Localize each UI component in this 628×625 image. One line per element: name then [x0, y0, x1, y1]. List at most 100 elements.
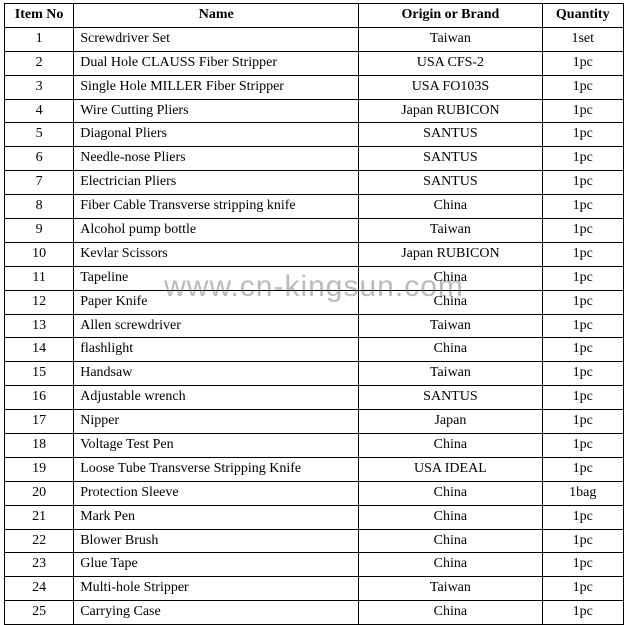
table-cell: Needle-nose Pliers	[74, 147, 359, 171]
table-cell: 1pc	[542, 505, 623, 529]
table-cell: Glue Tape	[74, 553, 359, 577]
table-cell: 1pc	[542, 171, 623, 195]
table-cell: Blower Brush	[74, 529, 359, 553]
table-cell: 15	[5, 362, 74, 386]
table-row: 17NipperJapan1pc	[5, 410, 624, 434]
table-row: 10Kevlar ScissorsJapan RUBICON1pc	[5, 242, 624, 266]
table-cell: Tapeline	[74, 266, 359, 290]
table-cell: Voltage Test Pen	[74, 434, 359, 458]
table-cell: 9	[5, 219, 74, 243]
table-cell: Paper Knife	[74, 290, 359, 314]
table-cell: 12	[5, 290, 74, 314]
table-cell: 23	[5, 553, 74, 577]
table-row: 5Diagonal PliersSANTUS1pc	[5, 123, 624, 147]
table-cell: China	[359, 601, 542, 625]
table-cell: Alcohol pump bottle	[74, 219, 359, 243]
table-cell: 1pc	[542, 434, 623, 458]
table-cell: Japan RUBICON	[359, 99, 542, 123]
col-header-itemno: Item No	[5, 4, 74, 28]
table-cell: Taiwan	[359, 219, 542, 243]
table-cell: 1pc	[542, 51, 623, 75]
table-cell: 14	[5, 338, 74, 362]
table-cell: 1pc	[542, 75, 623, 99]
table-cell: 20	[5, 481, 74, 505]
table-row: 18Voltage Test PenChina1pc	[5, 434, 624, 458]
table-row: 12Paper KnifeChina1pc	[5, 290, 624, 314]
table-cell: Taiwan	[359, 577, 542, 601]
table-row: 3Single Hole MILLER Fiber StripperUSA FO…	[5, 75, 624, 99]
table-cell: Multi-hole Stripper	[74, 577, 359, 601]
table-cell: 1pc	[542, 362, 623, 386]
table-cell: 1pc	[542, 314, 623, 338]
table-cell: 18	[5, 434, 74, 458]
table-cell: Taiwan	[359, 314, 542, 338]
table-cell: 1pc	[542, 529, 623, 553]
table-cell: 1pc	[542, 242, 623, 266]
table-cell: 1pc	[542, 266, 623, 290]
table-cell: Single Hole MILLER Fiber Stripper	[74, 75, 359, 99]
table-row: 13Allen screwdriverTaiwan1pc	[5, 314, 624, 338]
table-row: 25Carrying CaseChina1pc	[5, 601, 624, 625]
table-cell: Japan	[359, 410, 542, 434]
table-cell: 8	[5, 195, 74, 219]
col-header-qty: Quantity	[542, 4, 623, 28]
page-wrap: Item No Name Origin or Brand Quantity 1S…	[0, 0, 628, 556]
table-cell: 24	[5, 577, 74, 601]
table-row: 16Adjustable wrenchSANTUS1pc	[5, 386, 624, 410]
table-cell: 1pc	[542, 290, 623, 314]
table-header-row: Item No Name Origin or Brand Quantity	[5, 4, 624, 28]
table-cell: Mark Pen	[74, 505, 359, 529]
table-cell: Loose Tube Transverse Stripping Knife	[74, 457, 359, 481]
table-body: 1Screwdriver SetTaiwan1set2Dual Hole CLA…	[5, 27, 624, 624]
table-cell: Carrying Case	[74, 601, 359, 625]
table-cell: 5	[5, 123, 74, 147]
table-row: 21Mark PenChina1pc	[5, 505, 624, 529]
table-cell: 17	[5, 410, 74, 434]
table-cell: Handsaw	[74, 362, 359, 386]
table-row: 11TapelineChina1pc	[5, 266, 624, 290]
table-row: 22Blower BrushChina1pc	[5, 529, 624, 553]
table-cell: 21	[5, 505, 74, 529]
table-cell: Screwdriver Set	[74, 27, 359, 51]
table-row: 24Multi-hole StripperTaiwan1pc	[5, 577, 624, 601]
table-row: 8Fiber Cable Transverse stripping knifeC…	[5, 195, 624, 219]
table-row: 9Alcohol pump bottleTaiwan1pc	[5, 219, 624, 243]
table-cell: Taiwan	[359, 27, 542, 51]
table-cell: 1set	[542, 27, 623, 51]
table-row: 15HandsawTaiwan1pc	[5, 362, 624, 386]
table-cell: Dual Hole CLAUSS Fiber Stripper	[74, 51, 359, 75]
table-cell: Japan RUBICON	[359, 242, 542, 266]
table-cell: 1pc	[542, 386, 623, 410]
table-head: Item No Name Origin or Brand Quantity	[5, 4, 624, 28]
table-cell: 1pc	[542, 410, 623, 434]
col-header-name: Name	[74, 4, 359, 28]
table-cell: USA IDEAL	[359, 457, 542, 481]
table-row: 1Screwdriver SetTaiwan1set	[5, 27, 624, 51]
table-cell: 19	[5, 457, 74, 481]
product-table: Item No Name Origin or Brand Quantity 1S…	[4, 3, 624, 625]
table-cell: Electrician Pliers	[74, 171, 359, 195]
table-row: 23Glue TapeChina1pc	[5, 553, 624, 577]
table-cell: SANTUS	[359, 147, 542, 171]
table-cell: China	[359, 290, 542, 314]
table-cell: 1pc	[542, 577, 623, 601]
table-cell: China	[359, 505, 542, 529]
table-cell: China	[359, 529, 542, 553]
table-cell: Adjustable wrench	[74, 386, 359, 410]
table-cell: 1pc	[542, 219, 623, 243]
col-header-origin: Origin or Brand	[359, 4, 542, 28]
table-cell: 4	[5, 99, 74, 123]
table-row: 6Needle-nose PliersSANTUS1pc	[5, 147, 624, 171]
table-cell: Wire Cutting Pliers	[74, 99, 359, 123]
table-row: 2Dual Hole CLAUSS Fiber StripperUSA CFS-…	[5, 51, 624, 75]
table-cell: 3	[5, 75, 74, 99]
table-cell: 16	[5, 386, 74, 410]
table-row: 19Loose Tube Transverse Stripping KnifeU…	[5, 457, 624, 481]
table-cell: 1bag	[542, 481, 623, 505]
table-cell: Taiwan	[359, 362, 542, 386]
table-cell: China	[359, 481, 542, 505]
table-cell: Nipper	[74, 410, 359, 434]
table-cell: 10	[5, 242, 74, 266]
table-row: 4Wire Cutting PliersJapan RUBICON1pc	[5, 99, 624, 123]
table-row: 14flashlightChina1pc	[5, 338, 624, 362]
